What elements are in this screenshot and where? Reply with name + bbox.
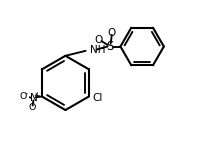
- Text: NH: NH: [90, 45, 106, 55]
- Text: O: O: [20, 92, 27, 101]
- Text: +: +: [33, 91, 40, 100]
- Text: O: O: [108, 28, 116, 38]
- Text: Cl: Cl: [93, 93, 103, 103]
- Text: -: -: [25, 89, 28, 98]
- Text: S: S: [107, 40, 114, 53]
- Text: O: O: [28, 103, 36, 112]
- Text: O: O: [95, 35, 103, 44]
- Text: N: N: [30, 93, 37, 103]
